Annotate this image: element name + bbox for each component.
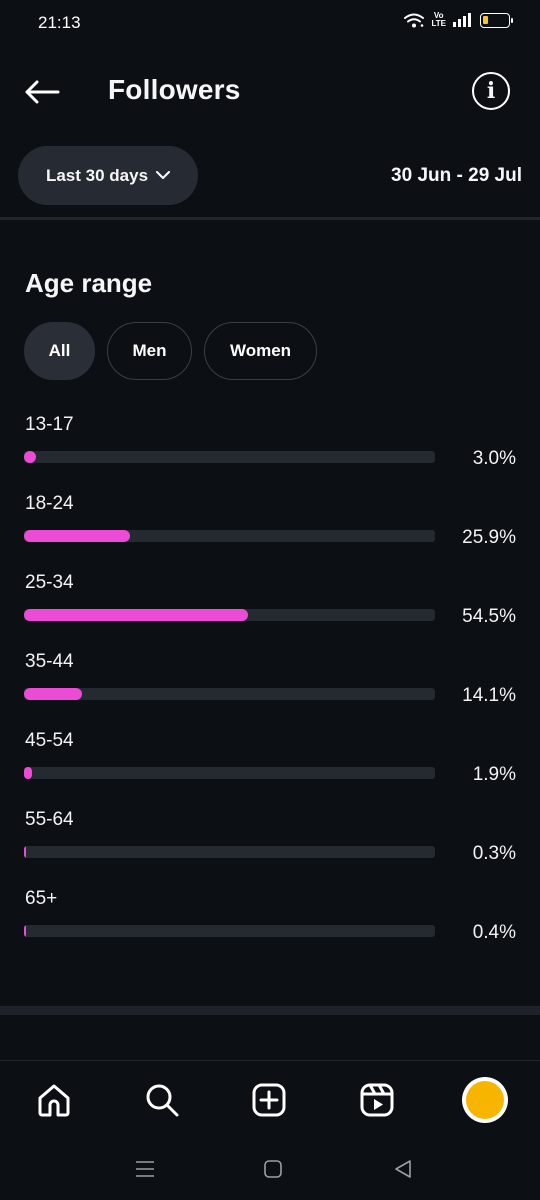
bottom-nav <box>0 1062 540 1138</box>
age-range-label: 25-34 <box>25 572 74 593</box>
divider <box>0 1006 540 1015</box>
back-button[interactable] <box>20 72 64 112</box>
back-triangle-icon <box>395 1160 411 1178</box>
system-home-button[interactable] <box>258 1156 288 1182</box>
age-range-bar-fill <box>24 767 32 779</box>
age-range-row: 18-24 25.9% <box>0 491 540 570</box>
create-icon <box>252 1083 286 1117</box>
nav-profile[interactable] <box>461 1076 509 1124</box>
nav-home[interactable] <box>30 1076 78 1124</box>
date-range-dropdown[interactable]: Last 30 days <box>18 146 198 205</box>
age-range-row: 55-64 0.3% <box>0 807 540 886</box>
age-range-bar-fill <box>24 925 26 937</box>
system-nav-bar <box>0 1138 540 1200</box>
age-range-row: 35-44 14.1% <box>0 649 540 728</box>
header: Followers i <box>0 62 540 120</box>
age-range-label: 13-17 <box>25 414 74 435</box>
date-range-text: 30 Jun - 29 Jul <box>391 165 522 186</box>
age-range-bar-track <box>24 530 435 542</box>
status-icons: Vo LTE <box>403 11 513 28</box>
segment-men[interactable]: Men <box>107 322 192 380</box>
age-range-bar-fill <box>24 688 82 700</box>
age-range-bar-track <box>24 767 435 779</box>
segment-all[interactable]: All <box>24 322 95 380</box>
system-back-button[interactable] <box>388 1156 418 1182</box>
info-button[interactable]: i <box>472 72 510 110</box>
age-range-bar-track <box>24 451 435 463</box>
segment-women[interactable]: Women <box>204 322 317 380</box>
age-range-value: 54.5% <box>462 606 516 627</box>
nav-create[interactable] <box>245 1076 293 1124</box>
reels-icon <box>360 1083 394 1117</box>
battery-icon <box>480 12 513 28</box>
age-range-bar-track <box>24 846 435 858</box>
signal-icon <box>453 13 471 27</box>
arrow-left-icon <box>25 80 60 104</box>
age-range-value: 3.0% <box>472 448 516 469</box>
age-range-bar-fill <box>24 530 131 542</box>
age-range-value: 0.3% <box>472 843 516 864</box>
page-title: Followers <box>108 74 241 105</box>
volte-indicator: Vo LTE <box>431 11 446 28</box>
age-range-bar-track <box>24 925 435 937</box>
status-bar: 21:13 Vo LTE <box>0 0 540 48</box>
age-range-row: 65+ 0.4% <box>0 886 540 965</box>
age-range-value: 14.1% <box>462 685 516 706</box>
age-range-bar-fill <box>24 451 37 463</box>
home-icon <box>38 1084 70 1117</box>
menu-icon <box>136 1161 154 1177</box>
age-range-bar-fill <box>24 846 26 858</box>
age-range-bar-fill <box>24 609 248 621</box>
status-time: 21:13 <box>38 13 81 32</box>
search-icon <box>146 1084 179 1117</box>
age-range-row: 25-34 54.5% <box>0 570 540 649</box>
gender-segment-control: All Men Women <box>24 322 317 380</box>
age-range-label: 65+ <box>25 888 58 909</box>
age-range-value: 1.9% <box>472 764 516 785</box>
chevron-down-icon <box>156 171 171 179</box>
age-range-row: 13-17 3.0% <box>0 412 540 491</box>
info-icon: i <box>486 78 496 104</box>
avatar-logo <box>466 1081 504 1119</box>
age-range-value: 0.4% <box>472 922 516 943</box>
nav-search[interactable] <box>138 1076 186 1124</box>
age-range-label: 18-24 <box>25 493 74 514</box>
system-menu-button[interactable] <box>130 1156 160 1182</box>
age-range-label: 45-54 <box>25 730 74 751</box>
age-range-value: 25.9% <box>462 527 516 548</box>
age-range-bar-track <box>24 688 435 700</box>
nav-reels[interactable] <box>353 1076 401 1124</box>
age-range-bar-track <box>24 609 435 621</box>
date-range-dropdown-label: Last 30 days <box>45 165 149 185</box>
wifi-icon <box>404 13 425 28</box>
battery-level <box>483 15 488 24</box>
age-range-row: 45-54 1.9% <box>0 728 540 807</box>
divider <box>0 1060 540 1061</box>
divider <box>0 217 540 220</box>
section-title: Age range <box>25 268 153 298</box>
age-range-label: 55-64 <box>25 809 74 830</box>
home-square-icon <box>264 1160 282 1178</box>
profile-avatar <box>462 1077 508 1123</box>
age-range-label: 35-44 <box>25 651 74 672</box>
